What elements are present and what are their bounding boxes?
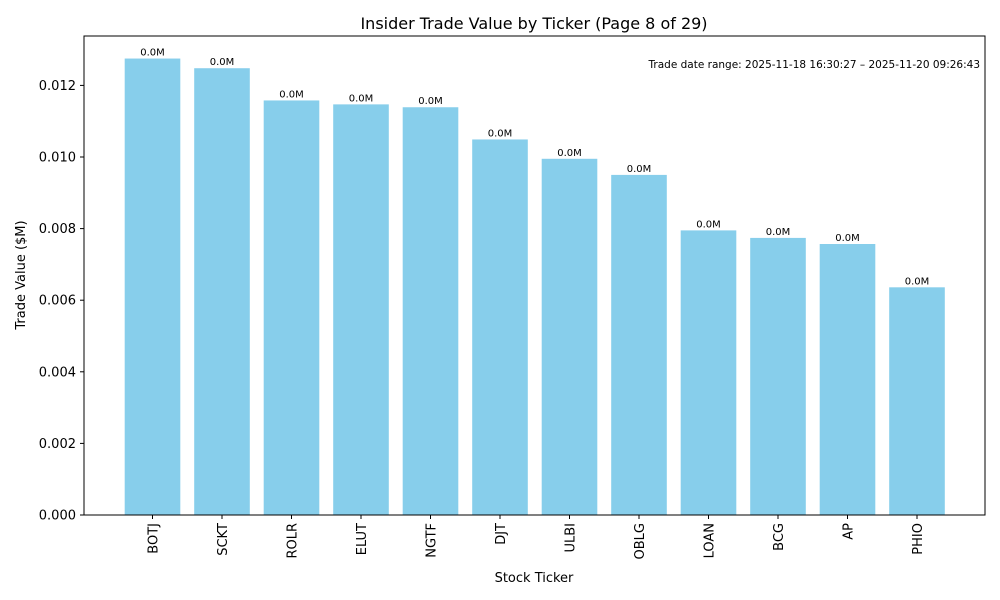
bar-value-label: 0.0M — [418, 96, 443, 107]
x-tick-label: NGTF — [425, 523, 440, 558]
bar-phio — [889, 287, 945, 515]
bar-bcg — [750, 237, 806, 515]
x-axis-label: Stock Ticker — [495, 571, 574, 586]
bar-rolr — [263, 100, 320, 515]
bar-value-label: 0.0M — [627, 164, 652, 175]
bar-value-label: 0.0M — [210, 57, 235, 68]
bar-djt — [472, 139, 528, 515]
bar-value-label: 0.0M — [696, 219, 721, 230]
bar-elut — [333, 104, 389, 515]
bar-value-label: 0.0M — [279, 89, 304, 100]
date-range-annotation: Trade date range: 2025-11-18 16:30:27 – … — [648, 59, 980, 71]
x-tick-label: PHIO — [911, 523, 926, 555]
x-tick-label: ULBI — [564, 523, 579, 553]
bar-value-label: 0.0M — [835, 233, 860, 244]
x-tick-label: ELUT — [355, 523, 370, 555]
x-tick-label: OBLG — [633, 523, 648, 559]
bar-ulbi — [541, 158, 598, 516]
x-tick-label: AP — [842, 523, 857, 540]
bar-value-label: 0.0M — [905, 276, 930, 287]
x-tick-label: DJT — [494, 523, 509, 545]
bar-value-label: 0.0M — [349, 93, 374, 104]
bar-value-label: 0.0M — [766, 227, 791, 238]
bar-ngtf — [402, 107, 459, 516]
y-tick-label: 0.000 — [39, 509, 76, 524]
y-tick-label: 0.002 — [39, 437, 76, 452]
x-tick-label: BOTJ — [147, 523, 162, 554]
chart-title: Insider Trade Value by Ticker (Page 8 of… — [360, 14, 707, 33]
y-tick-label: 0.010 — [39, 151, 76, 166]
y-tick-label: 0.004 — [39, 365, 76, 380]
x-tick-label: BCG — [772, 523, 787, 551]
bar-labels-group: 0.0M 0.0M 0.0M 0.0M 0.0M 0.0M 0.0M 0.0M 0.0M 0.0M… — [140, 48, 929, 288]
x-axis-ticks: BOTJ SCKT ROLR ELUT NGTF DJT ULBI OBLG LOAN BCG AP… — [147, 515, 926, 559]
x-tick-label: LOAN — [703, 523, 718, 558]
x-tick-label: ROLR — [286, 523, 301, 559]
plot-frame — [83, 35, 986, 516]
bar-value-label: 0.0M — [488, 128, 513, 139]
bar-oblg — [611, 174, 667, 515]
x-tick-label: SCKT — [216, 523, 231, 556]
y-tick-label: 0.006 — [39, 294, 76, 309]
y-tick-label: 0.008 — [39, 222, 76, 237]
bar-ap — [819, 244, 876, 515]
bar-sckt — [194, 68, 250, 515]
bar-value-label: 0.0M — [557, 148, 582, 159]
bars-group — [124, 58, 945, 516]
bar-value-label: 0.0M — [140, 48, 165, 59]
y-axis-label: Trade Value ($M) — [14, 220, 29, 330]
y-axis-ticks: 0.000 0.002 0.004 0.006 0.008 0.010 0.012 — [39, 79, 84, 524]
bar-loan — [680, 230, 737, 515]
bar-botj — [124, 58, 181, 516]
y-tick-label: 0.012 — [39, 79, 76, 94]
